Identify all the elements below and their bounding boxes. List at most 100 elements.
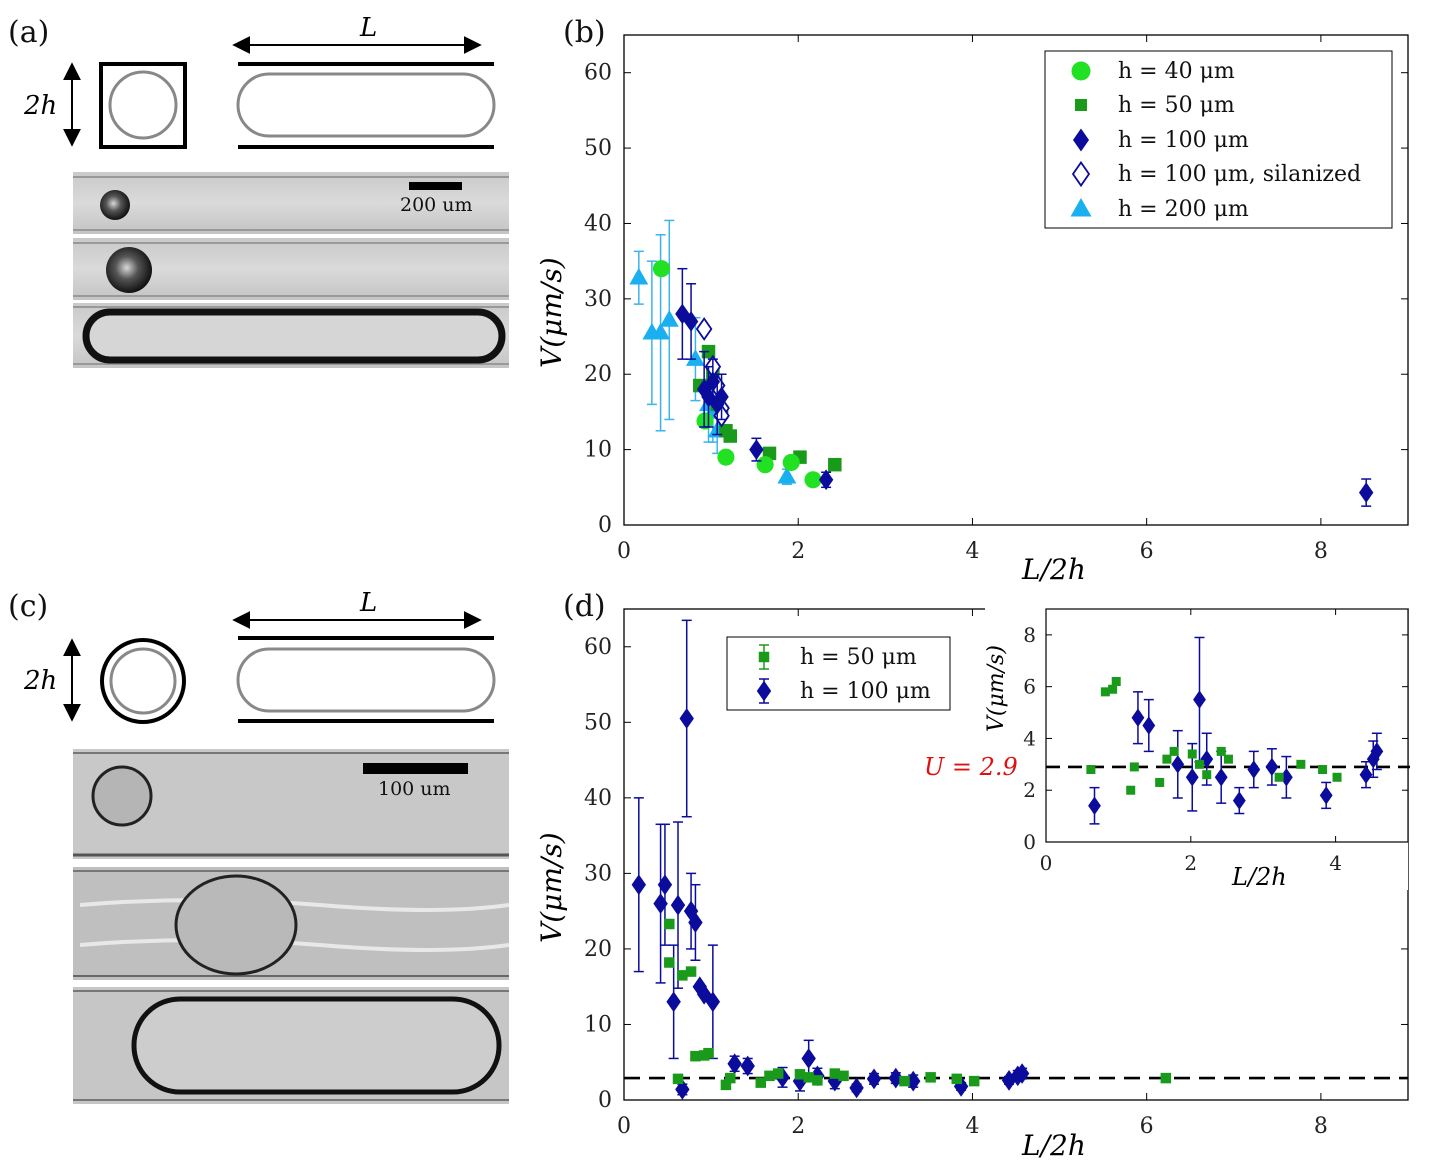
panel-a-label: (a) — [8, 15, 49, 50]
panel-d-label: (d) — [563, 589, 606, 624]
data-point — [725, 1072, 736, 1084]
data-point — [838, 1070, 849, 1082]
chart-b-frame — [623, 34, 1409, 526]
chart-b-ylabel: V(μm/s) — [535, 257, 568, 368]
data-point — [1265, 757, 1279, 777]
photo-strip-a: 200 um — [73, 172, 509, 368]
data-point — [804, 471, 822, 489]
data-point — [1214, 768, 1228, 787]
y-tick-label: 20 — [584, 937, 612, 962]
scale-bar-c-label: 100 um — [378, 778, 451, 800]
data-point — [1274, 772, 1284, 782]
photo-strip-c: 100 um — [73, 749, 510, 1104]
data-point — [1100, 687, 1110, 697]
inset-ylabel: V(μm/s) — [984, 645, 1009, 732]
chart-d-inset: 0 2 4 0 2 4 6 8 L/2h V(μm/s) U = 2.9 — [924, 600, 1410, 891]
panel-a: (a) 2h L 200 um — [8, 13, 509, 368]
y-tick-label: 10 — [584, 438, 612, 463]
data-point — [1279, 768, 1293, 787]
x-tick-label: 8 — [1314, 1114, 1328, 1139]
chart-b-xlabel: L/2h — [1021, 553, 1086, 586]
data-point — [755, 1077, 767, 1088]
data-point — [1171, 755, 1185, 774]
data-point — [756, 456, 774, 474]
data-point — [925, 1072, 936, 1083]
legend-d-h100: h = 100 μm — [800, 679, 931, 704]
data-point — [951, 1073, 963, 1085]
data-point — [696, 412, 714, 430]
data-point — [818, 469, 834, 491]
data-point — [1014, 1063, 1030, 1084]
x-tick-label: 8 — [1314, 539, 1328, 564]
y-tick-label: 0 — [598, 1088, 612, 1113]
x-tick-label: 0 — [1040, 851, 1053, 875]
data-point — [1296, 759, 1306, 769]
data-point — [664, 957, 675, 968]
legend-b-h100-silanized: h = 100 μm, silanized — [1118, 162, 1361, 187]
data-point — [717, 448, 735, 466]
data-point — [664, 918, 675, 930]
legend-b-h50: h = 50 μm — [1118, 93, 1235, 118]
height-label-c: 2h — [23, 666, 57, 696]
y-tick-label: 6 — [1023, 675, 1036, 699]
data-point — [695, 317, 713, 341]
chart-d-xlabel: L/2h — [1021, 1129, 1086, 1162]
inset-frame — [1045, 608, 1409, 843]
data-point — [1155, 777, 1165, 787]
legend-b-h100: h = 100 μm — [1118, 128, 1249, 153]
x-tick-label: 0 — [617, 539, 631, 564]
data-point — [672, 1073, 684, 1085]
data-point — [749, 439, 764, 460]
round-channel-cross-section — [100, 638, 186, 724]
data-point — [710, 394, 725, 415]
data-point — [1111, 676, 1121, 686]
data-point — [723, 429, 738, 443]
chart-b-ticks: 0 2 4 6 8 0 10 20 30 40 50 60 — [584, 35, 1408, 564]
y-tick-label: 4 — [1023, 726, 1036, 750]
data-point — [829, 1068, 841, 1079]
data-point — [866, 1068, 882, 1090]
chart-d-ylabel: V(μm/s) — [535, 832, 568, 943]
data-point — [1142, 716, 1156, 735]
data-point — [1247, 760, 1261, 779]
data-point — [764, 1070, 775, 1082]
data-point — [653, 893, 668, 914]
scale-bar-c — [363, 763, 468, 774]
legend-marker — [1071, 160, 1091, 188]
data-point — [968, 1075, 980, 1087]
data-point — [777, 466, 797, 484]
data-point — [683, 311, 699, 332]
data-point — [1332, 772, 1342, 782]
data-point — [677, 970, 688, 981]
y-tick-label: 50 — [584, 710, 612, 735]
data-point — [659, 310, 679, 327]
y-tick-label: 30 — [584, 287, 612, 312]
data-point — [1169, 746, 1179, 756]
data-point — [1194, 759, 1204, 769]
y-tick-label: 0 — [1023, 830, 1036, 854]
data-point — [782, 453, 800, 471]
data-point — [685, 966, 697, 977]
height-label: 2h — [23, 91, 57, 121]
chart-b-legend: h = 40 μm h = 50 μm h = 100 μm h = 100 μ… — [1044, 50, 1393, 229]
y-tick-label: 50 — [584, 136, 612, 161]
data-point — [652, 260, 671, 278]
data-point — [675, 1079, 690, 1100]
scale-bar-a — [409, 182, 462, 190]
y-tick-label: 40 — [584, 211, 612, 236]
legend-b-h40: h = 40 μm — [1118, 59, 1235, 84]
y-tick-label: 2 — [1023, 778, 1036, 802]
x-tick-label: 0 — [617, 1114, 631, 1139]
x-tick-label: 4 — [1329, 851, 1342, 875]
data-point — [629, 267, 649, 285]
data-point — [1129, 762, 1139, 772]
data-point — [740, 1055, 755, 1077]
y-tick-label: 10 — [584, 1012, 612, 1037]
data-point — [772, 1068, 784, 1079]
droplet-cross-section — [108, 70, 178, 140]
data-point — [714, 386, 729, 408]
data-point — [953, 1076, 969, 1097]
data-point — [1187, 749, 1197, 759]
data-point — [657, 874, 673, 896]
